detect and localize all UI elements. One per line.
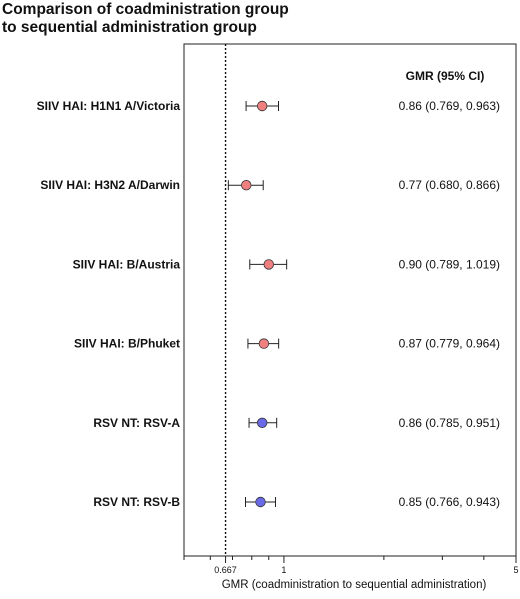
x-axis: 0.667 1 5 bbox=[183, 556, 519, 575]
gmr-point bbox=[263, 259, 274, 270]
ci-value-label: 0.86 (0.785, 0.951) bbox=[399, 416, 500, 430]
gmr-point bbox=[258, 338, 270, 349]
forest-row: SIIV HAI: B/Phuket 0.87 (0.779, 0.964) bbox=[74, 337, 500, 351]
chart-title: Comparison of coadministration group to … bbox=[2, 1, 289, 36]
row-label: SIIV HAI: H1N1 A/Victoria bbox=[37, 99, 181, 113]
row-label: SIIV HAI: B/Austria bbox=[73, 257, 181, 271]
forest-rows: SIIV HAI: H1N1 A/Victoria 0.86 (0.769, 0.… bbox=[37, 99, 500, 509]
forest-row: RSV NT: RSV-A 0.86 (0.785, 0.951) bbox=[93, 416, 500, 430]
gmr-point bbox=[241, 179, 252, 191]
row-label: SIIV HAI: B/Phuket bbox=[74, 337, 180, 351]
forest-row: SIIV HAI: H1N1 A/Victoria 0.86 (0.769, 0.… bbox=[37, 99, 500, 113]
gmr-point bbox=[256, 100, 268, 112]
forest-row: SIIV HAI: B/Austria 0.90 (0.789, 1.019) bbox=[73, 257, 500, 271]
plot-frame bbox=[183, 43, 517, 557]
ci-value-label: 0.87 (0.779, 0.964) bbox=[399, 337, 500, 351]
ci-value-label: 0.86 (0.769, 0.963) bbox=[399, 99, 500, 113]
gmr-point bbox=[255, 496, 266, 508]
gmr-column-header: GMR (95% CI) bbox=[406, 69, 485, 83]
ci-value-label: 0.77 (0.680, 0.866) bbox=[399, 178, 500, 192]
forest-row: SIIV HAI: H3N2 A/Darwin 0.77 (0.680, 0.86… bbox=[40, 178, 500, 192]
tick-label: 5 bbox=[513, 565, 518, 575]
plot-border bbox=[183, 43, 517, 557]
tick-label: 0.667 bbox=[214, 565, 237, 575]
tick-label: 1 bbox=[281, 565, 286, 575]
row-label: SIIV HAI: H3N2 A/Darwin bbox=[40, 178, 180, 192]
gmr-point bbox=[256, 417, 268, 429]
forest-row: RSV NT: RSV-B 0.85 (0.766, 0.943) bbox=[93, 495, 500, 509]
ci-value-label: 0.90 (0.789, 1.019) bbox=[399, 257, 500, 271]
x-axis-label: GMR (coadministration to sequential admi… bbox=[222, 579, 487, 591]
row-label: RSV NT: RSV-A bbox=[93, 416, 180, 430]
row-label: RSV NT: RSV-B bbox=[93, 495, 180, 509]
ci-value-label: 0.85 (0.766, 0.943) bbox=[399, 495, 500, 509]
